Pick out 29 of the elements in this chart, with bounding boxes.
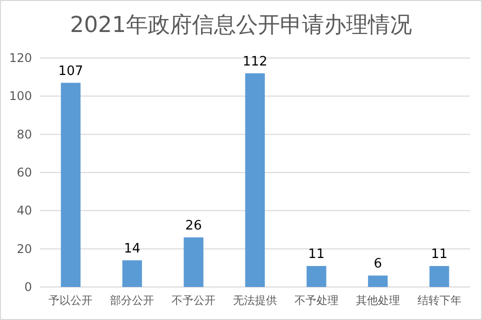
data-label: 11 <box>308 247 325 262</box>
data-label: 11 <box>431 247 448 262</box>
chart-title: 2021年政府信息公开申请办理情况 <box>70 13 412 38</box>
x-tick-label: 结转下年 <box>417 294 462 307</box>
bar <box>429 266 450 287</box>
y-tick-label: 40 <box>16 204 32 218</box>
data-label: 107 <box>58 64 84 79</box>
data-label: 14 <box>124 241 140 256</box>
y-tick-label: 100 <box>9 89 32 104</box>
x-tick-label: 无法提供 <box>233 294 277 307</box>
data-label: 6 <box>374 256 382 272</box>
y-tick-label: 80 <box>16 127 32 142</box>
x-tick-label: 予以公开 <box>48 294 93 307</box>
x-tick-label: 不予公开 <box>172 294 216 307</box>
y-tick-label: 20 <box>16 242 32 256</box>
y-tick-label: 0 <box>24 280 32 294</box>
bar <box>60 82 81 287</box>
x-tick-label: 其他处理 <box>356 294 400 307</box>
bar <box>306 266 326 287</box>
y-tick-label: 120 <box>9 51 32 65</box>
x-tick-label: 不予处理 <box>294 294 338 307</box>
data-label: 112 <box>242 54 268 70</box>
bar <box>245 73 265 287</box>
data-label: 26 <box>185 218 202 234</box>
y-tick-label: 60 <box>16 166 32 180</box>
x-tick-label: 部分公开 <box>110 294 154 307</box>
bar <box>122 260 142 287</box>
bar <box>184 237 204 287</box>
bar <box>368 276 388 287</box>
